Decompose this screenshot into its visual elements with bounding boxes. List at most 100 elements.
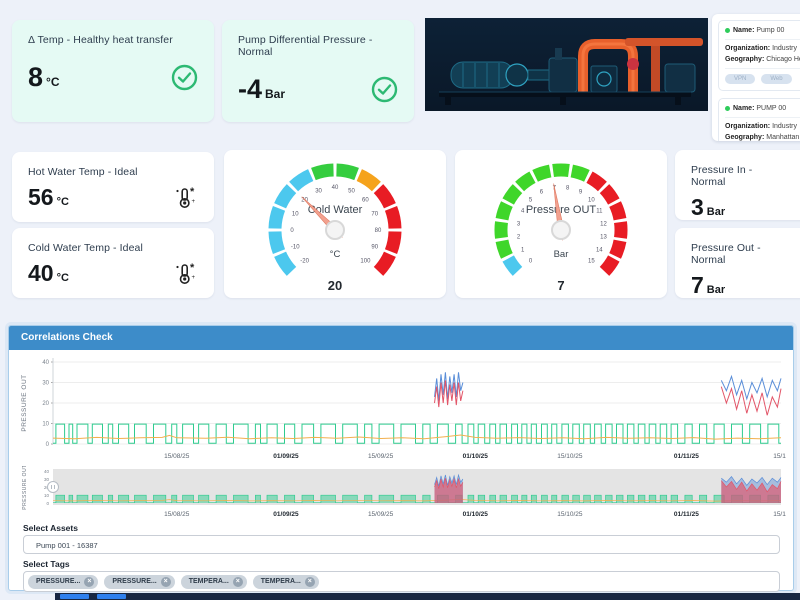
tag-chip[interactable]: PRESSURE... × [104,574,175,589]
svg-text:15/08/25: 15/08/25 [164,453,190,460]
svg-text:10: 10 [42,422,49,428]
cold-water-gauge-card: -20 -10 0 10 20 30 40 50 60 70 80 90 100 Cold Water °C… [224,150,446,298]
tag-chip[interactable]: TEMPERA... × [180,574,247,589]
svg-text:-10: -10 [291,244,300,250]
svg-text:90: 90 [371,244,378,250]
select-tags-label: Select Tags [23,559,70,569]
svg-text:12: 12 [600,221,607,227]
metric-value: 3 Bar [691,194,726,220]
svg-text:30: 30 [315,188,322,194]
svg-text:15/1: 15/1 [773,453,786,460]
thermometer-cold-icon: *+ [176,262,196,284]
pressure-in-card: Pressure In - Normal 3 Bar [675,150,800,220]
svg-text:6: 6 [540,190,544,196]
asset-card[interactable]: Name: Pump 00 Organization: Industry Geo… [718,20,800,91]
metric-value: 8 °C [28,62,60,92]
svg-text:15: 15 [588,258,595,264]
svg-text:11: 11 [596,208,603,214]
tag-chip[interactable]: TEMPERA... × [252,574,319,589]
correlation-navigator[interactable]: 0 10 20 30 40 PRESSURE OUT 15/08/25 01/09/25 15/… [17,466,787,520]
tag-chip-label: TEMPERA... [188,578,229,585]
svg-text:5: 5 [529,198,533,204]
tag-chip[interactable]: PRESSURE... × [28,574,99,589]
vpn-pill-button[interactable]: VPN [725,74,756,84]
svg-text:-20: -20 [300,258,309,264]
thermometer-cold-icon: *+ [176,186,196,208]
correlations-panel: Correlations Check 0 10 20 30 40 PRESSURE OUT… [8,325,794,592]
taskbar-button[interactable] [97,594,126,599]
svg-text:Cold Water: Cold Water [308,204,363,216]
svg-text:14: 14 [596,248,603,254]
svg-text:8: 8 [566,186,570,192]
svg-text:80: 80 [375,228,382,234]
status-dot-icon [725,105,730,111]
svg-text:01/11/25: 01/11/25 [674,453,699,460]
card-title: Hot Water Temp - Ideal [28,166,138,178]
svg-text:20: 20 [328,278,342,293]
svg-text:°C: °C [330,249,341,260]
asset-select-input[interactable]: Pump 001 - 16387 [23,535,780,554]
svg-text:20: 20 [42,401,49,407]
svg-text:30: 30 [42,381,49,387]
svg-text:01/09/25: 01/09/25 [273,453,299,460]
svg-text:10: 10 [588,198,595,204]
metric-value: 56 °C [28,184,69,210]
svg-text:3: 3 [517,221,521,227]
metric-value: -4 Bar [238,74,286,104]
svg-text:15/10/25: 15/10/25 [557,453,583,460]
asset-info-panel: Name: Pump 00 Organization: Industry Geo… [712,14,800,141]
svg-text:30: 30 [44,477,50,482]
card-title: Cold Water Temp - Ideal [28,242,143,254]
svg-text:15/09/25: 15/09/25 [368,511,394,518]
svg-text:*: * [190,262,195,274]
cold-water-card: Cold Water Temp - Ideal 40 °C * + [12,228,214,298]
taskbar-button[interactable] [60,594,89,599]
close-icon[interactable]: × [160,576,171,587]
correlation-main-chart[interactable]: 0 10 20 30 40 PRESSURE OUT 15/08/25 01/09/25 15/… [17,354,787,466]
bottom-taskbar [55,593,800,600]
svg-text:40: 40 [42,360,49,366]
svg-text:15/09/25: 15/09/25 [368,453,394,460]
svg-text:0: 0 [46,501,49,506]
svg-text:2: 2 [517,235,521,241]
tags-select-input[interactable]: PRESSURE... × PRESSURE... × TEMPERA... × TEMPE… [23,571,780,592]
svg-text:50: 50 [348,188,355,194]
svg-text:Pressure OUT: Pressure OUT [526,204,597,216]
navigator-handle[interactable] [47,481,59,493]
tag-chip-label: TEMPERA... [260,578,301,585]
svg-text:01/11/25: 01/11/25 [674,511,699,518]
svg-text:10: 10 [292,212,299,218]
close-icon[interactable]: × [232,576,243,587]
card-title: Pressure Out - Normal [691,242,761,266]
close-icon[interactable]: × [84,576,95,587]
asset-card[interactable]: Name: PUMP 00 Organization: Industry Geo… [718,98,800,141]
svg-text:1: 1 [521,248,525,254]
svg-text:10: 10 [44,493,50,498]
svg-text:7: 7 [557,278,564,293]
hot-water-card: Hot Water Temp - Ideal 56 °C * + [12,152,214,222]
metric-value: 7 Bar [691,272,726,298]
svg-text:Bar: Bar [554,249,569,260]
tag-chip-label: PRESSURE... [36,578,81,585]
card-title: Pump Differential Pressure - Normal [238,34,373,58]
check-circle-icon [371,76,398,103]
svg-text:+: + [192,275,196,281]
svg-text:40: 40 [332,185,339,191]
status-dot-icon [725,27,730,33]
pump-image [425,18,708,111]
svg-text:20: 20 [44,485,50,490]
delta-temp-card: Δ Temp - Healthy heat transfer 8 °C [12,20,214,122]
card-title: Δ Temp - Healthy heat transfer [28,34,173,46]
web-pill-button[interactable]: Web [761,74,792,84]
panel-header: Correlations Check [9,326,793,350]
card-title: Pressure In - Normal [691,164,753,188]
svg-text:70: 70 [371,212,378,218]
pressure-out-card: Pressure Out - Normal 7 Bar [675,228,800,298]
tag-chip-label: PRESSURE... [112,578,157,585]
svg-text:PRESSURE OUT: PRESSURE OUT [21,374,28,431]
select-assets-label: Select Assets [23,523,78,533]
close-icon[interactable]: × [304,576,315,587]
svg-text:0: 0 [290,228,294,234]
